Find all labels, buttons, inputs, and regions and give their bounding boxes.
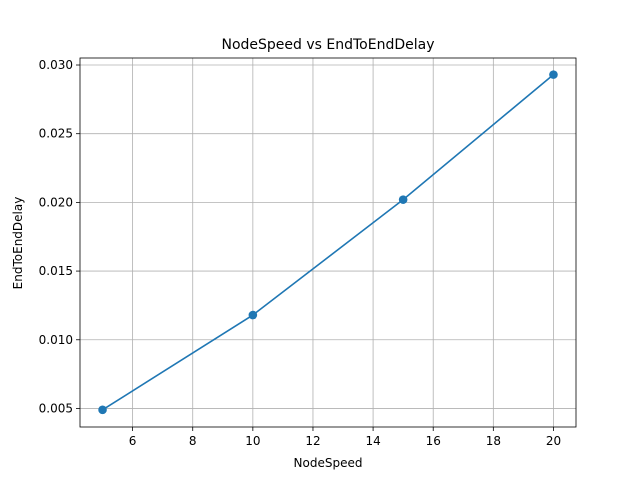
x-tick-label: 20 <box>546 434 561 448</box>
x-tick-label: 10 <box>245 434 260 448</box>
y-tick-label: 0.025 <box>39 127 73 141</box>
y-axis-label: EndToEndDelay <box>11 197 25 290</box>
data-point <box>398 195 408 204</box>
x-tick-label: 6 <box>129 434 137 448</box>
y-tick-label: 0.010 <box>39 333 73 347</box>
x-tick-label: 12 <box>305 434 320 448</box>
grid <box>80 58 576 427</box>
x-tick-label: 8 <box>189 434 197 448</box>
axes-frame <box>79 57 577 428</box>
ticks: 6 8 10 12 14 16 18 20 0.005 0.010 0.015 0.020 0.025 0… <box>39 58 561 448</box>
x-axis-label: NodeSpeed <box>294 456 363 470</box>
y-tick-label: 0.015 <box>39 264 73 278</box>
data-point <box>549 70 558 79</box>
series-line <box>102 74 554 411</box>
data-point <box>98 405 107 415</box>
x-tick-label: 16 <box>426 434 441 448</box>
x-tick-label: 18 <box>486 434 501 448</box>
y-tick-label: 0.030 <box>39 58 73 72</box>
x-tick-label: 14 <box>365 434 380 448</box>
y-tick-label: 0.005 <box>39 401 73 415</box>
data-point <box>248 310 258 320</box>
y-tick-label: 0.020 <box>39 195 73 209</box>
series-layer <box>98 70 558 415</box>
chart-title: NodeSpeed vs EndToEndDelay <box>221 37 434 53</box>
